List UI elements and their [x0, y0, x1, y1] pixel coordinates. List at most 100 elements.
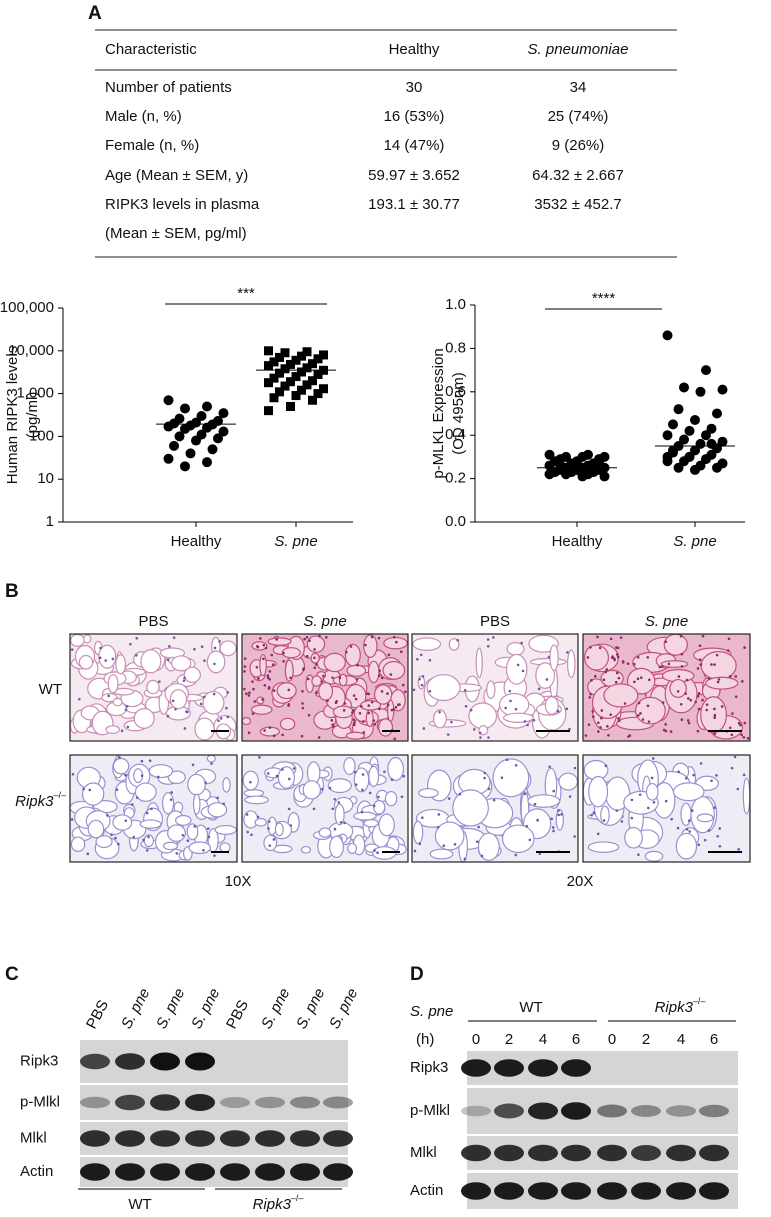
- data-point: [313, 389, 323, 399]
- y-axis-label-line: (pg/ml): [24, 392, 41, 439]
- alveolus: [700, 696, 728, 734]
- nucleus: [157, 775, 160, 779]
- alveolus: [139, 819, 162, 829]
- nucleus: [523, 720, 527, 723]
- y-axis-label: p-MLKL Expression (OD 495nm): [430, 348, 467, 478]
- nucleus: [428, 658, 432, 662]
- time-label: 2: [642, 1031, 650, 1048]
- alveolus: [332, 705, 354, 719]
- nucleus: [442, 844, 446, 848]
- blot-row-label: Mlkl: [410, 1144, 437, 1161]
- column-label: PBS: [138, 613, 168, 630]
- data-point: [319, 384, 328, 394]
- nucleus: [130, 803, 134, 806]
- data-point: [207, 444, 218, 455]
- nucleus: [677, 675, 681, 678]
- nucleus: [352, 723, 356, 727]
- data-point: [308, 395, 317, 405]
- nucleus: [669, 730, 673, 733]
- nucleus: [370, 700, 374, 704]
- data-point: [308, 376, 317, 386]
- blot-band: [528, 1059, 558, 1077]
- alveolus: [696, 813, 714, 823]
- nucleus: [372, 804, 376, 808]
- nucleus: [322, 674, 325, 678]
- blot-band: [150, 1094, 180, 1111]
- alveolus: [214, 824, 237, 835]
- nucleus: [247, 731, 251, 735]
- blot-band: [597, 1182, 627, 1200]
- nucleus: [475, 840, 479, 843]
- data-point: [269, 393, 279, 403]
- nucleus: [358, 711, 362, 715]
- alveolus: [347, 842, 358, 855]
- nucleus: [282, 651, 285, 655]
- nucleus: [699, 762, 703, 765]
- data-point: [275, 352, 284, 362]
- nucleus: [598, 646, 602, 650]
- alveolus: [251, 641, 268, 651]
- y-axis-label-line: p-MLKL Expression: [430, 348, 447, 478]
- nucleus: [267, 685, 271, 689]
- blot-band: [699, 1182, 729, 1200]
- blot-band: [290, 1130, 320, 1147]
- nucleus: [367, 692, 371, 696]
- nucleus: [707, 677, 711, 680]
- nucleus: [591, 710, 595, 713]
- blot-band: [528, 1144, 558, 1162]
- blot-band: [461, 1059, 491, 1077]
- nucleus: [418, 842, 422, 846]
- lane-label: PBS: [223, 997, 252, 1031]
- alveolus: [169, 689, 188, 710]
- blot-band: [528, 1182, 558, 1200]
- nucleus: [730, 733, 734, 737]
- blot-band: [323, 1096, 353, 1109]
- table-cell: 9 (26%): [552, 137, 605, 154]
- y-tick-label: 0.8: [445, 339, 466, 356]
- data-point: [706, 438, 717, 449]
- nucleus: [676, 826, 680, 830]
- nucleus: [592, 811, 596, 814]
- blot-band: [631, 1182, 661, 1200]
- nucleus: [726, 649, 730, 652]
- alveolus: [644, 850, 664, 862]
- nucleus: [147, 835, 150, 839]
- nucleus: [731, 712, 734, 715]
- data-point: [319, 350, 328, 360]
- alveolus: [346, 664, 367, 677]
- x-tick-label: S. pne: [673, 533, 716, 550]
- alveolus: [277, 766, 295, 789]
- nucleus: [313, 666, 317, 670]
- nucleus: [158, 680, 161, 683]
- alveolus: [412, 820, 424, 845]
- alveolus: [183, 666, 201, 684]
- nucleus: [287, 703, 291, 706]
- y-tick-label: 0.4: [445, 426, 466, 443]
- nucleus: [352, 709, 355, 712]
- nucleus: [586, 656, 590, 659]
- nucleus: [301, 689, 304, 693]
- nucleus: [183, 727, 187, 730]
- nucleus: [413, 849, 417, 853]
- nucleus: [259, 637, 262, 640]
- table-cell: 34: [570, 79, 587, 96]
- treatment-label: S. pne: [410, 1003, 453, 1020]
- nucleus: [492, 636, 495, 639]
- alveolus: [502, 712, 534, 723]
- nucleus: [182, 679, 186, 683]
- alveolus: [70, 836, 86, 852]
- nucleus: [584, 734, 588, 737]
- nucleus: [256, 815, 260, 819]
- y-tick-label: 10: [37, 470, 54, 487]
- blot-band: [561, 1102, 591, 1120]
- nucleus: [70, 818, 74, 821]
- nucleus: [320, 680, 324, 683]
- blot-band: [461, 1144, 491, 1162]
- nucleus: [627, 735, 630, 738]
- alveolus: [384, 790, 398, 807]
- panel-label: B: [5, 581, 19, 602]
- nucleus: [450, 720, 453, 724]
- alveolus: [626, 667, 656, 695]
- alveolus: [101, 692, 118, 703]
- blot-band: [323, 1163, 353, 1181]
